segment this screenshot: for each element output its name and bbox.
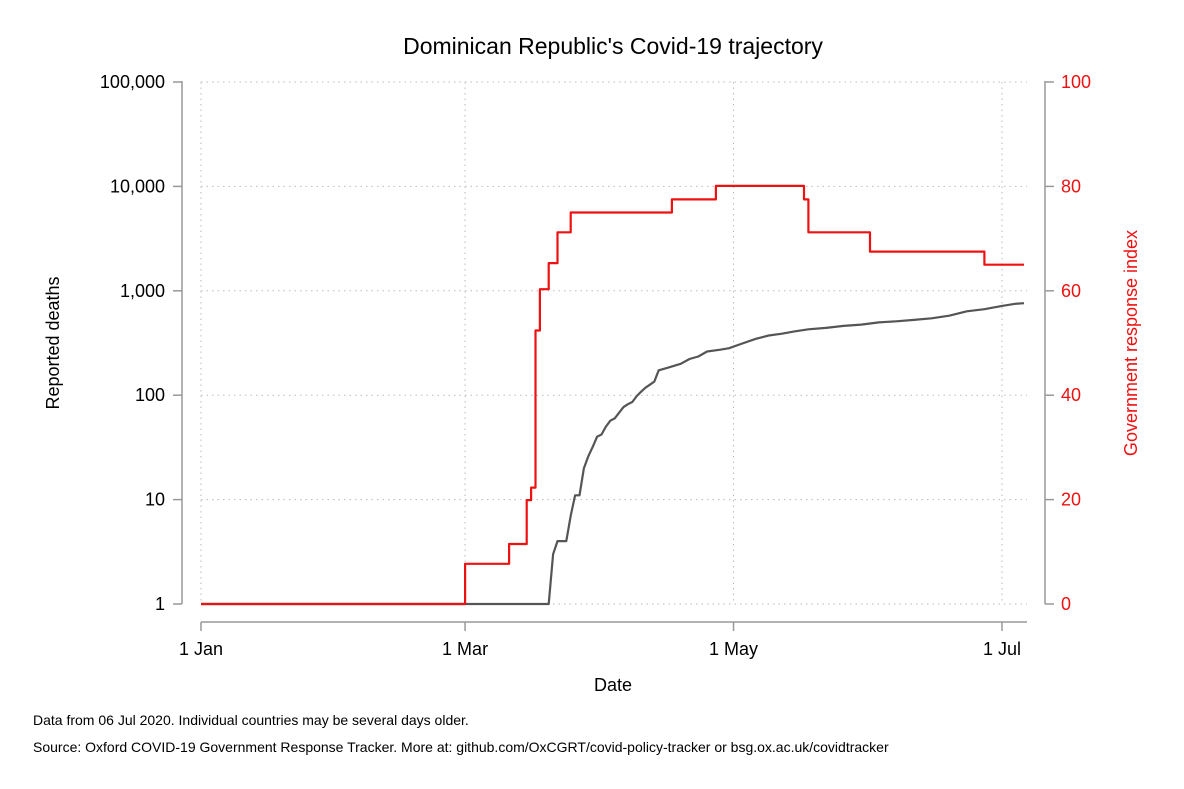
chart-title: Dominican Republic's Covid-19 trajectory (403, 33, 823, 59)
left-y-tick-label: 10 (145, 490, 165, 510)
source-note: Source: Oxford COVID-19 Government Respo… (33, 739, 889, 755)
left-y-axis-label: Reported deaths (43, 276, 63, 409)
axes (181, 81, 1046, 623)
x-tick-label: 1 May (709, 639, 758, 659)
gridlines (200, 81, 1027, 605)
left-y-tick-label: 100,000 (100, 72, 165, 92)
x-axis-label: Date (594, 675, 632, 695)
series-line-government-response-index (201, 184, 1024, 606)
x-tick-label: 1 Jan (179, 639, 223, 659)
right-y-tick-label: 100 (1061, 72, 1091, 92)
left-y-tick-label: 10,000 (110, 176, 165, 196)
left-y-tick-label: 100 (135, 385, 165, 405)
right-y-axis-label: Government response index (1121, 230, 1141, 456)
left-y-tick-label: 1,000 (120, 281, 165, 301)
left-y-axis-ticks: 1 10 100 1,000 10,000 100,000 (100, 72, 182, 614)
right-y-axis-ticks: 0 20 40 60 80 100 (1045, 72, 1091, 614)
data-date-note: Data from 06 Jul 2020. Individual countr… (33, 712, 469, 728)
right-y-tick-label: 20 (1061, 490, 1081, 510)
x-axis-ticks: 1 Jan 1 Mar 1 May 1 Jul (179, 622, 1021, 659)
right-y-tick-label: 40 (1061, 385, 1081, 405)
right-y-tick-label: 0 (1061, 594, 1071, 614)
series-group (201, 184, 1025, 606)
right-y-tick-label: 60 (1061, 281, 1081, 301)
series-line-reported-deaths (201, 302, 1025, 606)
x-tick-label: 1 Jul (983, 639, 1021, 659)
right-y-tick-label: 80 (1061, 176, 1081, 196)
x-tick-label: 1 Mar (442, 639, 488, 659)
left-y-tick-label: 1 (155, 594, 165, 614)
